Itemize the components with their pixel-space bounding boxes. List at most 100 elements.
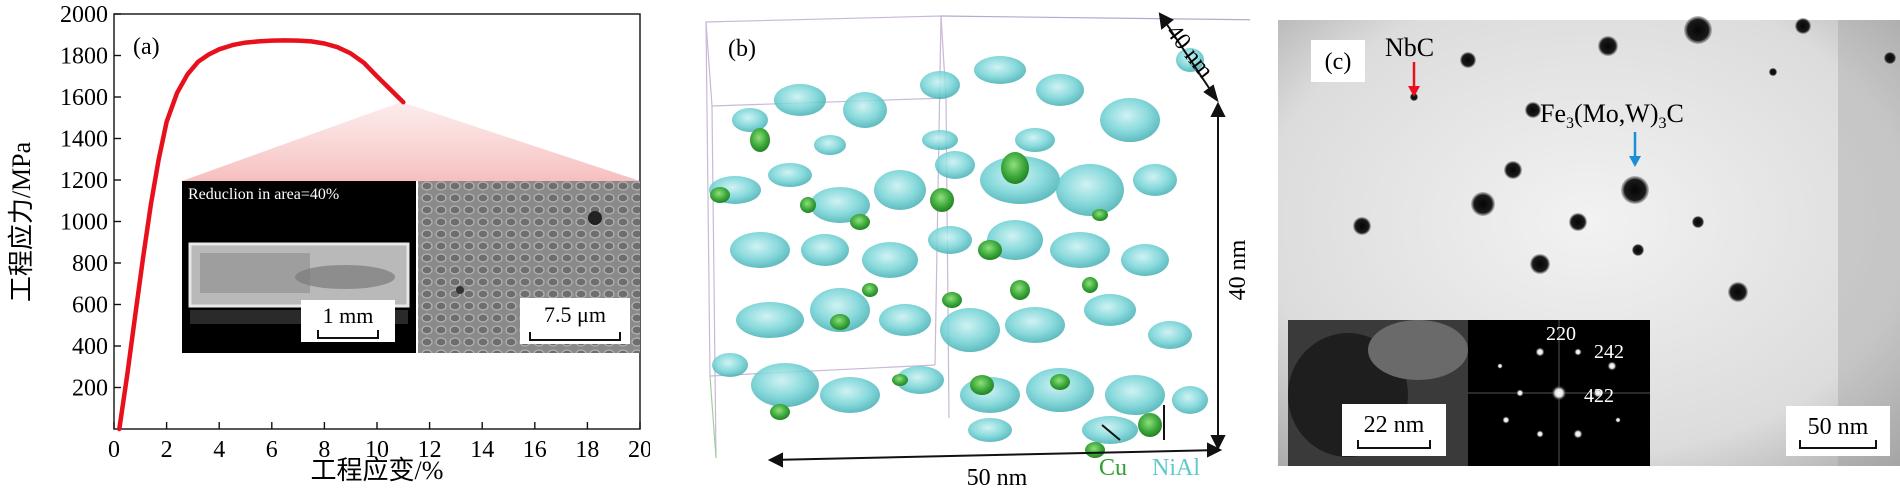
nial-precipitate — [1082, 416, 1138, 444]
y-tick-label: 2000 — [60, 2, 108, 28]
nial-precipitate — [879, 304, 931, 336]
nial-precipitate — [814, 135, 846, 155]
precipitate-particle — [1353, 217, 1371, 235]
cu-precipitate — [1010, 280, 1030, 300]
y-tick-label: 1400 — [60, 127, 108, 153]
cu-precipitate — [970, 375, 994, 395]
cu-precipitate — [800, 197, 816, 213]
scalebar-1mm-label: 1 mm — [323, 303, 374, 328]
scalebar-um-line — [529, 332, 621, 341]
cu-precipitate — [1138, 413, 1162, 437]
nial-precipitate — [730, 232, 790, 268]
nial-precipitate — [810, 288, 870, 332]
diffraction-spot — [1615, 417, 1621, 423]
nial-precipitate — [940, 308, 1000, 352]
cu-precipitate — [892, 374, 908, 386]
diffraction-spot — [1536, 430, 1544, 438]
diffraction-spot — [1516, 389, 1524, 397]
nial-precipitate — [1036, 74, 1084, 106]
nial-precipitate — [820, 377, 880, 413]
diffraction-spot — [1573, 429, 1583, 439]
cu-precipitate — [1082, 277, 1098, 293]
spot-242: 242 — [1594, 341, 1624, 363]
diffraction-spot — [1551, 385, 1567, 401]
precipitate-particle — [1530, 254, 1550, 274]
nial-precipitate — [920, 71, 960, 99]
nial-precipitate — [1100, 98, 1160, 142]
nial-precipitate — [843, 92, 887, 128]
nial-precipitate — [801, 234, 849, 266]
scalebar-22nm-line — [1357, 440, 1431, 449]
magnification-fan — [182, 102, 640, 181]
nial-precipitate — [736, 302, 804, 338]
y-tick-label: 1200 — [60, 168, 108, 194]
nial-precipitate — [712, 353, 748, 377]
tem-micrograph: 22 nm 220 242 422 50 nm (c) NbC Fe3(Mo,W… — [1278, 16, 1900, 466]
nial-precipitate — [1133, 164, 1177, 196]
precipitate-particle — [1460, 52, 1476, 68]
x-tick-label: 14 — [470, 437, 494, 463]
x-tick-label: 10 — [365, 437, 389, 463]
precipitate-particle — [1525, 102, 1541, 118]
precipitate-particle — [1769, 68, 1777, 76]
cu-precipitate — [710, 187, 730, 203]
nbc-label: NbC — [1385, 33, 1434, 62]
precipitate-particle — [1598, 36, 1618, 56]
x-tick-label: 20 — [628, 437, 650, 463]
panel-c-label-box — [1311, 40, 1365, 82]
apt-3d-map: (b) 40 nm 40 nm 50 nm Cu NiAl — [705, 12, 1250, 488]
x-tick-label: 6 — [266, 437, 278, 463]
scalebar-22nm-label: 22 nm — [1364, 412, 1425, 438]
spot-422: 422 — [1584, 385, 1614, 407]
y-tick-label: 600 — [72, 293, 108, 319]
diffraction-spot — [1574, 348, 1582, 356]
nial-precipitate — [922, 130, 958, 150]
precipitate-particle — [1471, 192, 1495, 216]
precipitate-particle — [1504, 161, 1522, 179]
dim-top-label: 40 nm — [1161, 20, 1219, 84]
cu-precipitate — [750, 128, 770, 152]
precipitate-particle — [1884, 52, 1896, 64]
precipitate-particle — [1728, 282, 1748, 302]
nial-precipitate — [935, 151, 975, 179]
nial-precipitate — [774, 84, 826, 116]
nial-precipitate — [928, 226, 972, 254]
precipitate-particle — [1684, 16, 1712, 44]
precipitate-particle — [1621, 176, 1649, 204]
diffraction-spot — [1593, 388, 1603, 398]
nial-precipitate — [768, 163, 812, 187]
panel-c-tem-image: 22 nm 220 242 422 50 nm (c) NbC Fe3(Mo,W… — [1278, 0, 1900, 488]
precipitate-particle — [1795, 18, 1811, 34]
diffraction-spot — [1607, 361, 1617, 371]
dim-right-label: 40 nm — [1225, 239, 1250, 300]
cu-precipitate — [1085, 442, 1105, 458]
spot-220: 220 — [1546, 323, 1576, 345]
y-axis-label: 工程应力/MPa — [7, 141, 36, 302]
stress-strain-curve — [117, 38, 406, 432]
nial-precipitate — [1015, 128, 1055, 152]
cu-precipitate — [930, 188, 954, 212]
fracture-inset: Reduclion in area=40% 1 mm 7.5 μm — [182, 181, 640, 353]
cu-pointer — [1101, 424, 1121, 441]
panel-c-label: (c) — [1325, 49, 1352, 75]
precipitate-particle — [1692, 216, 1704, 228]
precipitate-particle — [1569, 213, 1587, 231]
scalebar-50nm-label: 50 nm — [1808, 414, 1869, 440]
y-tick-label: 200 — [72, 376, 108, 402]
cu-precipitate — [770, 404, 790, 420]
precipitate-particle — [1632, 244, 1644, 256]
x-tick-label: 4 — [213, 437, 225, 463]
nial-precipitate — [862, 242, 918, 278]
y-tick-label: 1800 — [60, 44, 108, 70]
nial-precipitate — [1172, 386, 1208, 414]
panel-a-label: (a) — [133, 34, 160, 60]
diffraction-spot — [1535, 347, 1545, 357]
nial-precipitate — [1121, 244, 1169, 276]
y-tick-label: 400 — [72, 334, 108, 360]
dim-bottom-label: 50 nm — [967, 465, 1028, 488]
stress-strain-chart: 0 2 4 6 8 10 12 14 16 18 20 200 400 600 800 1000 1200 140… — [7, 2, 650, 485]
cu-precipitate — [1050, 374, 1070, 390]
nial-precipitate — [1148, 321, 1192, 349]
dimension-arrows — [767, 12, 1226, 468]
nial-precipitate — [968, 418, 1012, 442]
